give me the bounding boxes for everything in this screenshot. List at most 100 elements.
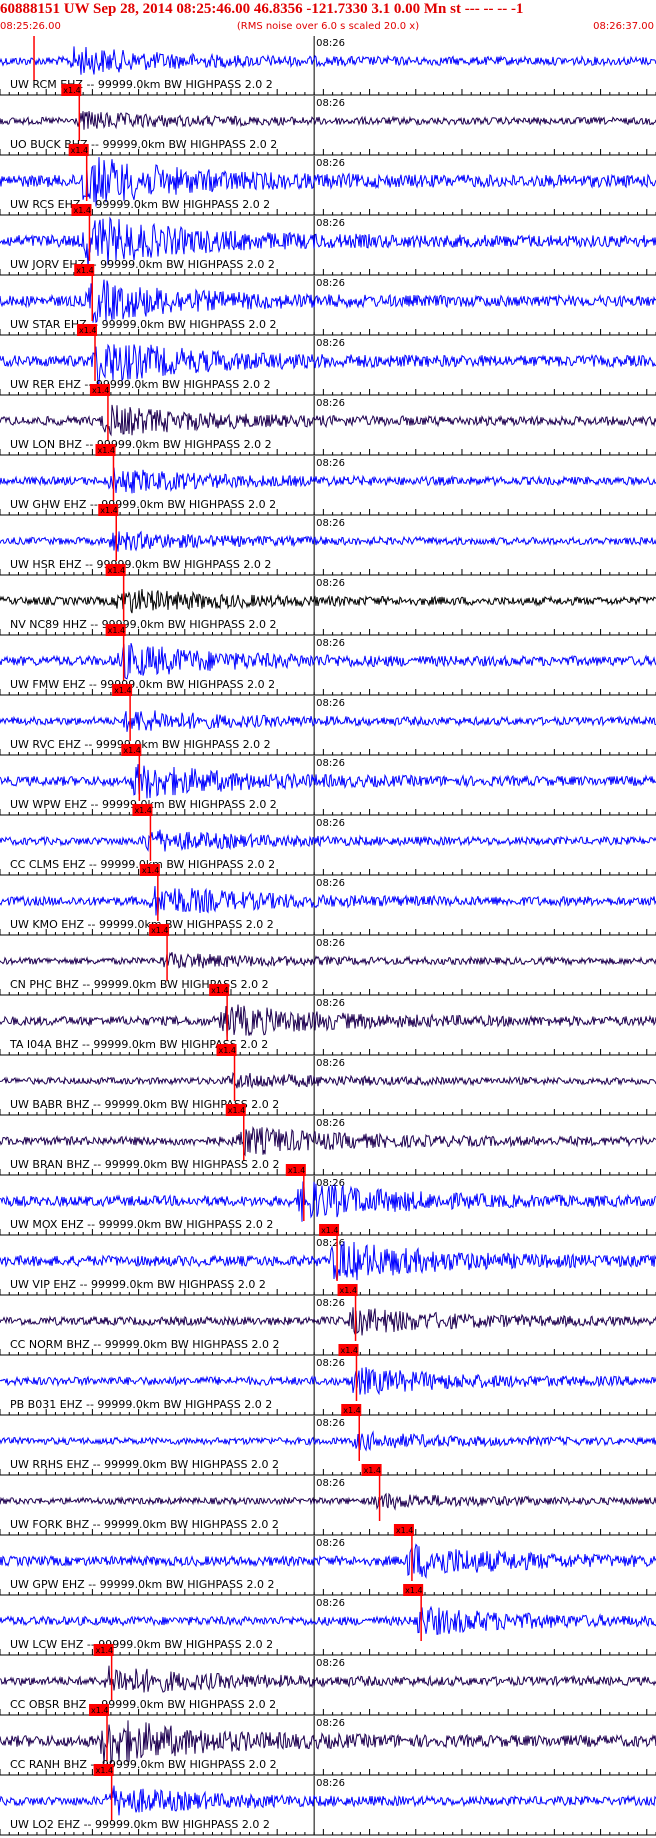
trace-label: UW RCM EHZ -- 99999.0km BW HIGHPASS 2.0 … [10, 78, 273, 91]
trace-row: 08:26 x1.4CC OBSR BHZ -- 99999.0km BW HIG… [0, 1644, 656, 1716]
trace-row: 08:26 x1.4 UW LO2 EHZ -- 99999.0km BW HIGH… [0, 1764, 656, 1836]
pick-label: x1.4 [142, 866, 159, 875]
pick-label: x1.4 [108, 626, 125, 635]
pick-marker [338, 1344, 359, 1356]
waveform-trace [0, 764, 656, 799]
waveform-trace [0, 1241, 656, 1281]
minute-mark-label: 08:26 [316, 1658, 345, 1669]
plot-header: 60888151 UW Sep 28, 2014 08:25:46.00 46.… [0, 0, 656, 36]
pick-label: x1.4 [76, 266, 93, 275]
trace-label: TA I04A BHZ -- 99999.0km BW HIGHPASS 2.0… [9, 1038, 268, 1051]
pick-label: x1.4 [211, 986, 228, 995]
minute-mark-label: 08:26 [316, 698, 345, 709]
pick-marker [89, 1704, 110, 1716]
pick-marker [74, 264, 95, 276]
minute-mark-label: 08:26 [316, 818, 345, 829]
pick-label: x1.4 [108, 566, 125, 575]
waveform-trace [0, 589, 656, 614]
trace-label: UW HSR EHZ -- 99999.0km BW HIGHPASS 2.0 … [10, 558, 271, 571]
waveform-trace [0, 1543, 656, 1579]
pick-label: x1.4 [405, 1586, 422, 1595]
minute-mark-label: 08:26 [316, 518, 345, 529]
waveform-trace [0, 279, 656, 324]
pick-label: x1.4 [96, 1766, 113, 1775]
waveform-trace [0, 111, 656, 130]
pick-marker [139, 864, 160, 876]
pick-marker [132, 804, 153, 816]
waveform-trace [0, 216, 656, 269]
trace-label: UW FORK BHZ -- 99999.0km BW HIGHPASS 2.0… [10, 1518, 279, 1531]
trace-label: UW LO2 EHZ -- 99999.0km BW HIGHPASS 2.0 … [10, 1818, 270, 1831]
minute-mark-label: 08:26 [316, 1058, 345, 1069]
waveform-trace [0, 1785, 656, 1816]
pick-label: x1.4 [228, 1106, 245, 1115]
minute-mark-label: 08:26 [316, 38, 345, 49]
pick-label: x1.4 [123, 746, 140, 755]
trace-label: UW GHW EHZ -- 99999.0km BW HIGHPASS 2.0 … [10, 498, 276, 511]
minute-mark-label: 08:26 [316, 998, 345, 1009]
waveform-trace [0, 1004, 656, 1038]
waveform-trace [0, 1367, 656, 1396]
minute-mark-label: 08:26 [316, 878, 345, 889]
minute-mark-label: 08:26 [316, 1238, 345, 1249]
pick-label: x1.4 [134, 806, 151, 815]
pick-label: x1.4 [219, 1046, 236, 1055]
pick-label: x1.4 [288, 1166, 305, 1175]
pick-marker [105, 624, 126, 636]
waveform-trace [0, 157, 656, 207]
pick-label: x1.4 [92, 386, 109, 395]
trace-row: 08:26 x1.4 UW FORK BHZ -- 99999.0km BW HIG… [0, 1464, 656, 1536]
noise-subtitle: (RMS noise over 6.0 s scaled 20.0 x) [236, 21, 420, 32]
trace-label: NV NC89 HHZ -- 99999.0km BW HIGHPASS 2.0… [10, 618, 276, 631]
pick-marker [361, 1464, 382, 1476]
minute-mark-label: 08:26 [316, 1118, 345, 1129]
pick-label: x1.4 [71, 146, 88, 155]
minute-mark-label: 08:26 [316, 1538, 345, 1549]
trace-label: UW JORV EHZ -- 99999.0km BW HIGHPASS 2.0… [10, 258, 275, 271]
pick-label: x1.4 [100, 506, 117, 515]
pick-marker [105, 564, 126, 576]
minute-mark-label: 08:26 [316, 638, 345, 649]
pick-label: x1.4 [343, 1406, 360, 1415]
pick-marker [121, 744, 142, 756]
pick-label: x1.4 [97, 446, 114, 455]
trace-label: PB B031 EHZ -- 99999.0km BW HIGHPASS 2.0… [10, 1398, 272, 1411]
pick-marker [93, 1764, 114, 1776]
trace-row: 08:26 x1.4 UW BRAN BHZ -- 99999.0km BW HIG… [0, 1104, 656, 1176]
waveform-trace [0, 1071, 656, 1089]
pick-label: x1.4 [114, 686, 131, 695]
pick-marker [71, 204, 92, 216]
pick-marker [285, 1164, 306, 1176]
pick-marker [95, 444, 116, 456]
pick-marker [149, 924, 170, 936]
trace-label: CC NORM BHZ -- 99999.0km BW HIGHPASS 2.0… [10, 1338, 279, 1351]
pick-label: x1.4 [91, 1706, 108, 1715]
pick-marker [93, 1644, 114, 1656]
pick-marker [393, 1524, 414, 1536]
minute-mark-label: 08:26 [316, 1598, 345, 1609]
trace-label: UW KMO EHZ -- 99999.0km BW HIGHPASS 2.0 … [10, 918, 274, 931]
pick-label: x1.4 [63, 86, 80, 95]
waveform-trace [0, 1430, 656, 1452]
end-time: 08:26:37.00 [593, 21, 654, 32]
waveform-trace [0, 1665, 656, 1693]
pick-label: x1.4 [364, 1466, 381, 1475]
minute-mark-label: 08:26 [316, 1418, 345, 1429]
pick-marker [98, 504, 119, 516]
waveform-trace [0, 1720, 656, 1765]
pick-label: x1.4 [79, 326, 96, 335]
pick-marker [216, 1044, 237, 1056]
waveform-trace [0, 710, 656, 732]
minute-mark-label: 08:26 [316, 1478, 345, 1489]
pick-label: x1.4 [396, 1526, 413, 1535]
pick-label: x1.4 [340, 1346, 357, 1355]
start-time: 08:25:26.00 [0, 21, 61, 32]
waveform-trace [0, 885, 656, 916]
trace-label: CC OBSR BHZ -- 99999.0km BW HIGHPASS 2.0… [10, 1698, 276, 1711]
